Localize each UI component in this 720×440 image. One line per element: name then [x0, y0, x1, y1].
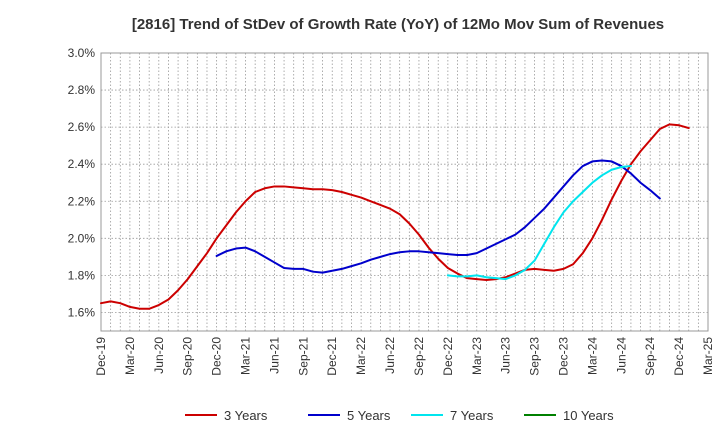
legend-label-5-years: 5 Years: [347, 408, 391, 423]
x-tick-label: Sep-24: [643, 337, 657, 376]
y-tick-label: 2.2%: [68, 194, 96, 208]
y-axis: 1.6% 1.8% 2.0% 2.2% 2.4% 2.6% 2.8% 3.0%: [68, 46, 96, 319]
x-tick-label: Mar-22: [354, 337, 368, 375]
y-tick-label: 1.6%: [68, 305, 96, 319]
x-tick-label: Jun-23: [499, 337, 513, 374]
y-tick-label: 2.0%: [68, 231, 96, 245]
x-tick-label: Dec-20: [210, 337, 224, 376]
x-tick-label: Dec-23: [556, 337, 570, 376]
x-tick-label: Jun-20: [152, 337, 166, 374]
chart-title: [2816] Trend of StDev of Growth Rate (Yo…: [132, 16, 664, 33]
x-tick-label: Mar-21: [239, 337, 253, 375]
series-line-5-years: [215, 159, 661, 274]
y-tick-label: 3.0%: [68, 46, 96, 60]
plot-frame: [100, 52, 709, 332]
grid: [101, 52, 708, 331]
x-tick-label: Jun-24: [614, 337, 628, 374]
plot-area: [100, 52, 709, 332]
x-tick-label: Dec-19: [94, 337, 108, 376]
y-tick-label: 1.8%: [68, 268, 96, 282]
x-tick-label: Mar-23: [470, 337, 484, 375]
series-line-7-years: [446, 165, 632, 281]
x-tick-label: Sep-22: [412, 337, 426, 376]
x-tick-label: Dec-22: [441, 337, 455, 376]
legend-label-7-years: 7 Years: [450, 408, 494, 423]
x-tick-label: Mar-25: [701, 337, 715, 375]
x-tick-label: Sep-23: [528, 337, 542, 376]
y-tick-label: 2.4%: [68, 157, 96, 171]
legend-label-3-years: 3 Years: [224, 408, 268, 423]
x-tick-label: Dec-24: [672, 337, 686, 376]
legend-label-10-years: 10 Years: [563, 408, 614, 423]
y-tick-label: 2.8%: [68, 83, 96, 97]
series-line-3-years: [100, 123, 690, 310]
y-tick-label: 2.6%: [68, 120, 96, 134]
x-tick-label: Dec-21: [325, 337, 339, 376]
x-axis: Dec-19 Mar-20 Jun-20 Sep-20 Dec-20 Mar-21 Jun-…: [94, 337, 715, 376]
x-tick-label: Mar-20: [123, 337, 137, 375]
x-tick-label: Jun-21: [267, 337, 281, 374]
series-lines: [100, 123, 690, 310]
legend: 3 Years 5 Years 7 Years 10 Years: [185, 408, 614, 423]
x-tick-label: Mar-24: [585, 337, 599, 375]
x-tick-label: Jun-22: [383, 337, 397, 374]
x-tick-label: Sep-21: [296, 337, 310, 376]
x-tick-label: Sep-20: [181, 337, 195, 376]
